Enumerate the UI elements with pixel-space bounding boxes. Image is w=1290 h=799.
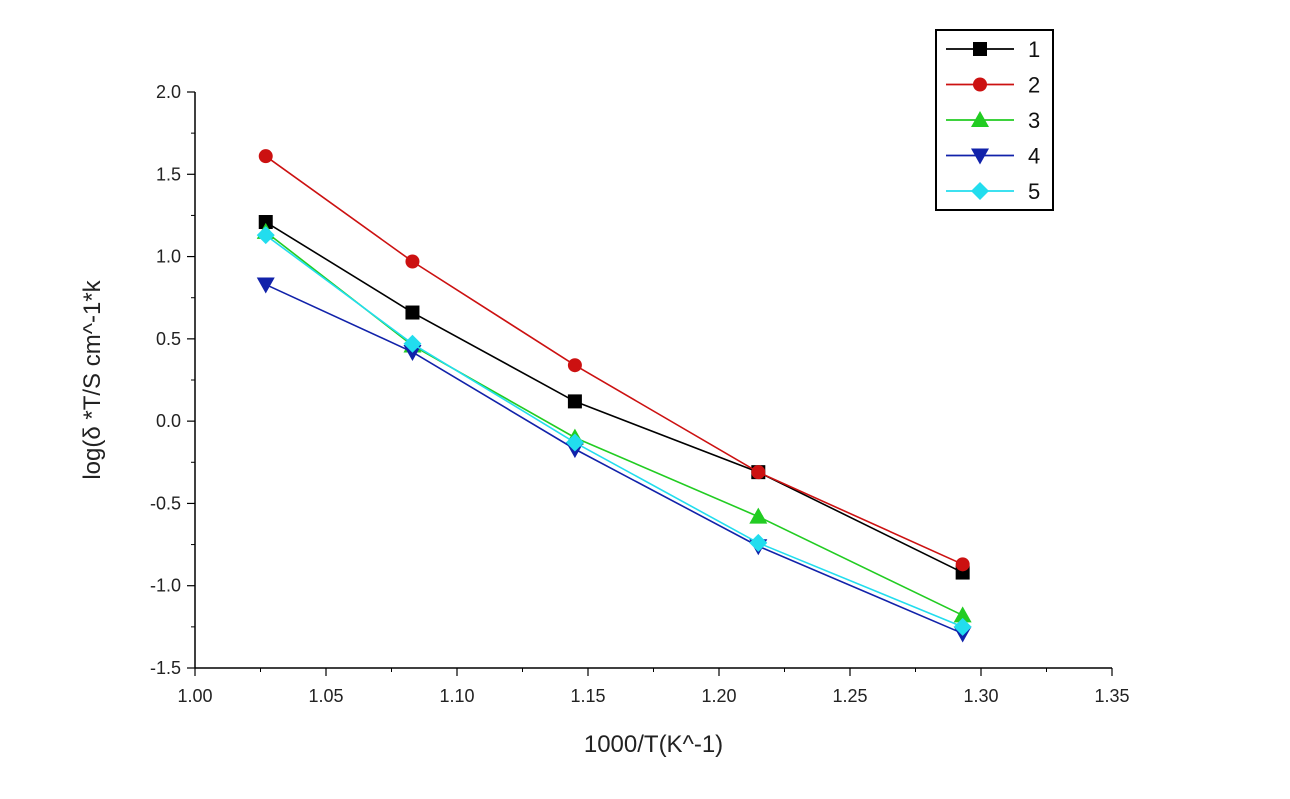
series-2	[258, 149, 970, 572]
y-tick-label: -1.0	[150, 576, 181, 596]
x-tick-label: 1.35	[1094, 686, 1129, 706]
data-point	[955, 557, 970, 572]
data-point	[751, 465, 766, 480]
data-point	[953, 617, 972, 636]
x-tick-label: 1.25	[832, 686, 867, 706]
legend-entry-2: 2	[946, 73, 1040, 98]
legend-marker	[973, 77, 987, 92]
data-point	[256, 226, 275, 245]
data-point	[749, 507, 768, 524]
y-tick-label: 0.0	[156, 411, 181, 431]
data-point	[953, 606, 972, 623]
legend-label: 4	[1028, 144, 1040, 169]
x-tick-label: 1.30	[963, 686, 998, 706]
y-axis-title: log(δ *T/S cm^-1*k	[79, 279, 106, 479]
tick-marks: 1.00 1.05 1.10 1.15 1.20 1.25 1.30 1.352.01.51.…	[150, 82, 1130, 706]
legend-entry-1: 1	[946, 37, 1040, 62]
legend-marker	[971, 182, 989, 200]
legend-label: 3	[1028, 108, 1040, 133]
series-line-5	[265, 234, 963, 628]
data-point	[256, 277, 275, 294]
x-tick-label: 1.00	[177, 686, 212, 706]
legend-marker	[971, 148, 989, 165]
series-line-4	[265, 283, 963, 635]
legend-marker	[973, 42, 987, 56]
legend-entry-5: 5	[946, 179, 1040, 204]
axes: 1000/T(K^-1) log(δ *T/S cm^-1*k	[79, 92, 1112, 758]
x-tick-label: 1.15	[570, 686, 605, 706]
data-point	[405, 305, 420, 320]
legend-entry-3: 3	[946, 108, 1040, 133]
y-tick-label: 0.5	[156, 329, 181, 349]
y-tick-label: -1.5	[150, 658, 181, 678]
data-point	[258, 215, 273, 230]
y-tick-label: 1.0	[156, 247, 181, 267]
data-point	[567, 358, 582, 373]
series-line-1	[265, 221, 964, 574]
data-point	[749, 533, 768, 552]
data-point	[403, 345, 422, 362]
x-tick-label: 1.05	[308, 686, 343, 706]
legend-marker	[971, 111, 989, 127]
legend-entry-4: 4	[946, 144, 1040, 169]
legend-label: 2	[1028, 73, 1040, 98]
data-point	[405, 254, 420, 269]
x-tick-label: 1.10	[439, 686, 474, 706]
series-group	[256, 149, 972, 643]
legend-label: 1	[1028, 37, 1040, 62]
series-5	[256, 226, 972, 636]
y-tick-label: 1.5	[156, 164, 181, 184]
data-point	[258, 149, 273, 164]
y-tick-label: -0.5	[150, 493, 181, 513]
x-axis-title: 1000/T(K^-1)	[584, 731, 723, 758]
series-1	[258, 215, 970, 580]
legend-label: 5	[1028, 179, 1040, 204]
x-tick-label: 1.20	[701, 686, 736, 706]
data-point	[565, 433, 584, 452]
series-line-2	[265, 155, 963, 566]
data-point	[567, 394, 582, 409]
y-tick-label: 2.0	[156, 82, 181, 102]
data-point	[403, 334, 422, 353]
series-line-3	[265, 231, 964, 617]
series-4	[256, 277, 972, 643]
legend: 1 2 3 4 5	[935, 29, 1054, 211]
